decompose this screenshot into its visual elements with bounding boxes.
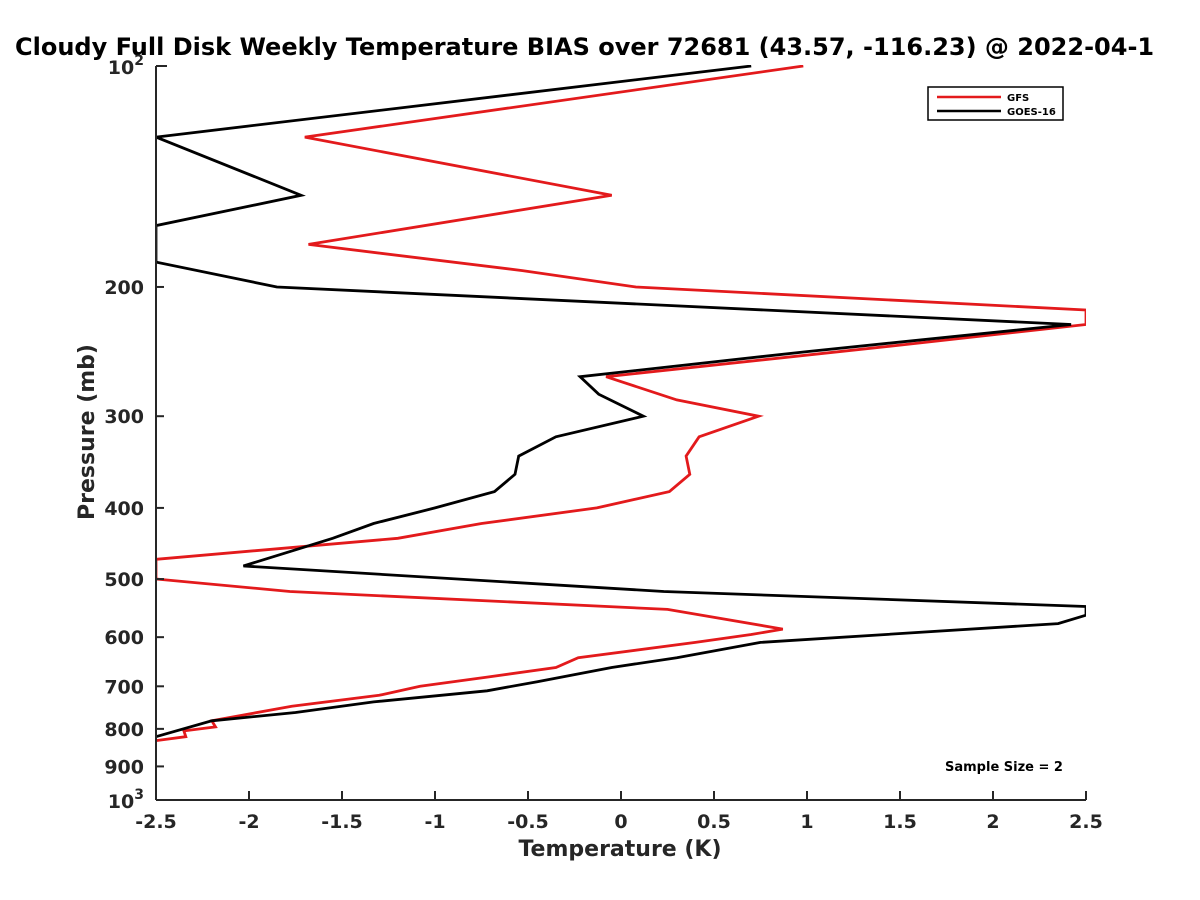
legend-entry-gfs: GFS bbox=[1007, 93, 1029, 104]
y-tick-label: 900 bbox=[104, 756, 144, 778]
x-axis-label: Temperature (K) bbox=[518, 837, 721, 862]
legend: GFS GOES-16 bbox=[927, 86, 1064, 121]
x-tick-label: 2 bbox=[986, 811, 999, 833]
axes bbox=[155, 66, 1086, 801]
y-tick-label: 400 bbox=[104, 498, 144, 520]
x-tick-label: 1.5 bbox=[883, 811, 917, 833]
series-line-goes16 bbox=[156, 65, 1086, 739]
sample-size-annotation: Sample Size = 2 bbox=[945, 760, 1063, 775]
x-tick-label: -1 bbox=[424, 811, 445, 833]
x-tick-label: 1 bbox=[800, 811, 813, 833]
y-tick-label-bottom: 103 bbox=[108, 787, 144, 813]
plot-series bbox=[156, 65, 1086, 742]
x-tick-label: -2 bbox=[238, 811, 259, 833]
y-tick-label: 200 bbox=[104, 277, 144, 299]
x-tick-label: -0.5 bbox=[507, 811, 549, 833]
x-tick-label: 0 bbox=[614, 811, 627, 833]
x-tick-label: 2.5 bbox=[1069, 811, 1103, 833]
legend-entry-goes16: GOES-16 bbox=[1007, 107, 1056, 118]
x-tick-label: -2.5 bbox=[135, 811, 177, 833]
y-tick-label: 300 bbox=[104, 406, 144, 428]
x-tick-label: 0.5 bbox=[697, 811, 731, 833]
ticks: -2.5 -2 -1.5 -1 -0.5 0 0.5 1 1.5 2 2.5 102 103 200 300… bbox=[104, 53, 1103, 833]
x-tick-label: -1.5 bbox=[321, 811, 363, 833]
y-tick-label: 500 bbox=[104, 569, 144, 591]
legend-box bbox=[927, 86, 1064, 121]
y-tick-label-top: 102 bbox=[108, 53, 144, 79]
series-line-gfs bbox=[156, 65, 1086, 742]
chart-title: Cloudy Full Disk Weekly Temperature BIAS… bbox=[15, 33, 1154, 61]
y-tick-label: 600 bbox=[104, 627, 144, 649]
y-axis-label: Pressure (mb) bbox=[75, 344, 100, 520]
y-tick-label: 800 bbox=[104, 719, 144, 741]
y-tick-label: 700 bbox=[104, 676, 144, 698]
